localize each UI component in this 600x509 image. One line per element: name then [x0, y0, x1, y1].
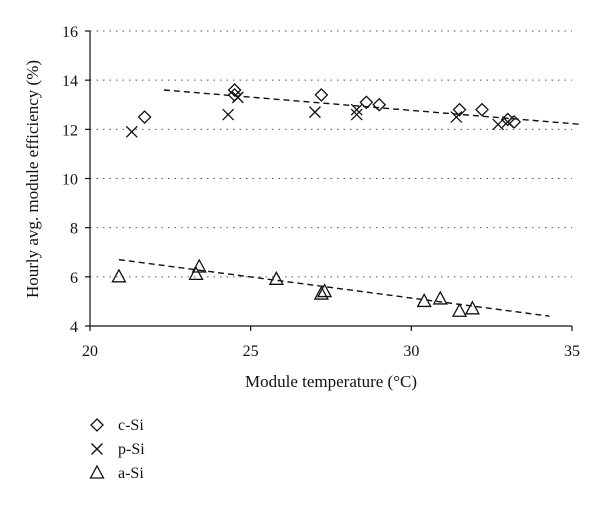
x-axis-label: Module temperature (°C) — [245, 372, 417, 391]
y-tick-label: 16 — [62, 24, 78, 41]
y-axis-label: Hourly avg. module efficiency (%) — [23, 60, 42, 298]
legend: c-Si p-Si a-Si — [89, 417, 145, 482]
p-si-point — [350, 103, 363, 116]
y-tick-label: 10 — [62, 172, 78, 189]
p-si-point — [125, 125, 138, 138]
legend-item: p-Si — [91, 441, 145, 458]
a-si-point — [432, 290, 448, 305]
legend-marker — [91, 443, 103, 455]
c-si-point — [452, 102, 467, 117]
trendline — [163, 89, 582, 126]
y-ticks: 4 6 8 10 12 14 16 — [62, 24, 90, 336]
a-si-point — [316, 283, 333, 298]
a-si-point — [191, 258, 207, 273]
p-si-point — [350, 108, 363, 121]
a-si-point — [111, 268, 127, 283]
x-tick-label: 30 — [403, 343, 419, 360]
x-tick-label: 20 — [82, 343, 98, 360]
a-si-point — [464, 300, 480, 315]
grid-lines — [90, 30, 572, 278]
legend-label: p-Si — [118, 441, 145, 458]
legend-marker — [89, 464, 105, 479]
c-si-point — [372, 97, 387, 112]
x-ticks: 20 25 30 35 — [82, 326, 580, 360]
p-si-point — [222, 108, 235, 121]
legend-label: c-Si — [118, 417, 144, 434]
trendlines — [118, 89, 582, 317]
p-si-point — [492, 118, 505, 131]
legend-label: a-Si — [118, 465, 144, 482]
data-points — [111, 83, 522, 317]
c-si-point — [137, 110, 152, 124]
c-si-point — [475, 102, 489, 117]
p-si-point — [231, 91, 244, 104]
p-si-point — [501, 115, 514, 128]
y-tick-label: 6 — [70, 270, 78, 287]
c-si-point — [227, 83, 242, 97]
a-si-point — [451, 302, 468, 317]
p-si-point — [308, 106, 321, 119]
x-tick-label: 35 — [564, 343, 580, 360]
y-tick-label: 8 — [70, 221, 78, 238]
legend-marker — [90, 418, 104, 432]
legend-item: c-Si — [90, 417, 144, 434]
c-si-point — [314, 87, 329, 102]
a-si-point — [313, 285, 329, 300]
trendline — [118, 258, 550, 317]
c-si-point — [507, 115, 522, 129]
y-tick-label: 4 — [70, 319, 78, 336]
c-si-point — [359, 95, 374, 110]
a-si-point — [268, 270, 284, 285]
p-si-point — [450, 111, 463, 124]
legend-item: a-Si — [89, 464, 144, 482]
y-tick-label: 12 — [62, 122, 78, 139]
a-si-point — [188, 266, 204, 281]
y-tick-label: 14 — [62, 73, 78, 90]
x-tick-label: 25 — [243, 343, 259, 360]
a-si-point — [416, 293, 432, 308]
